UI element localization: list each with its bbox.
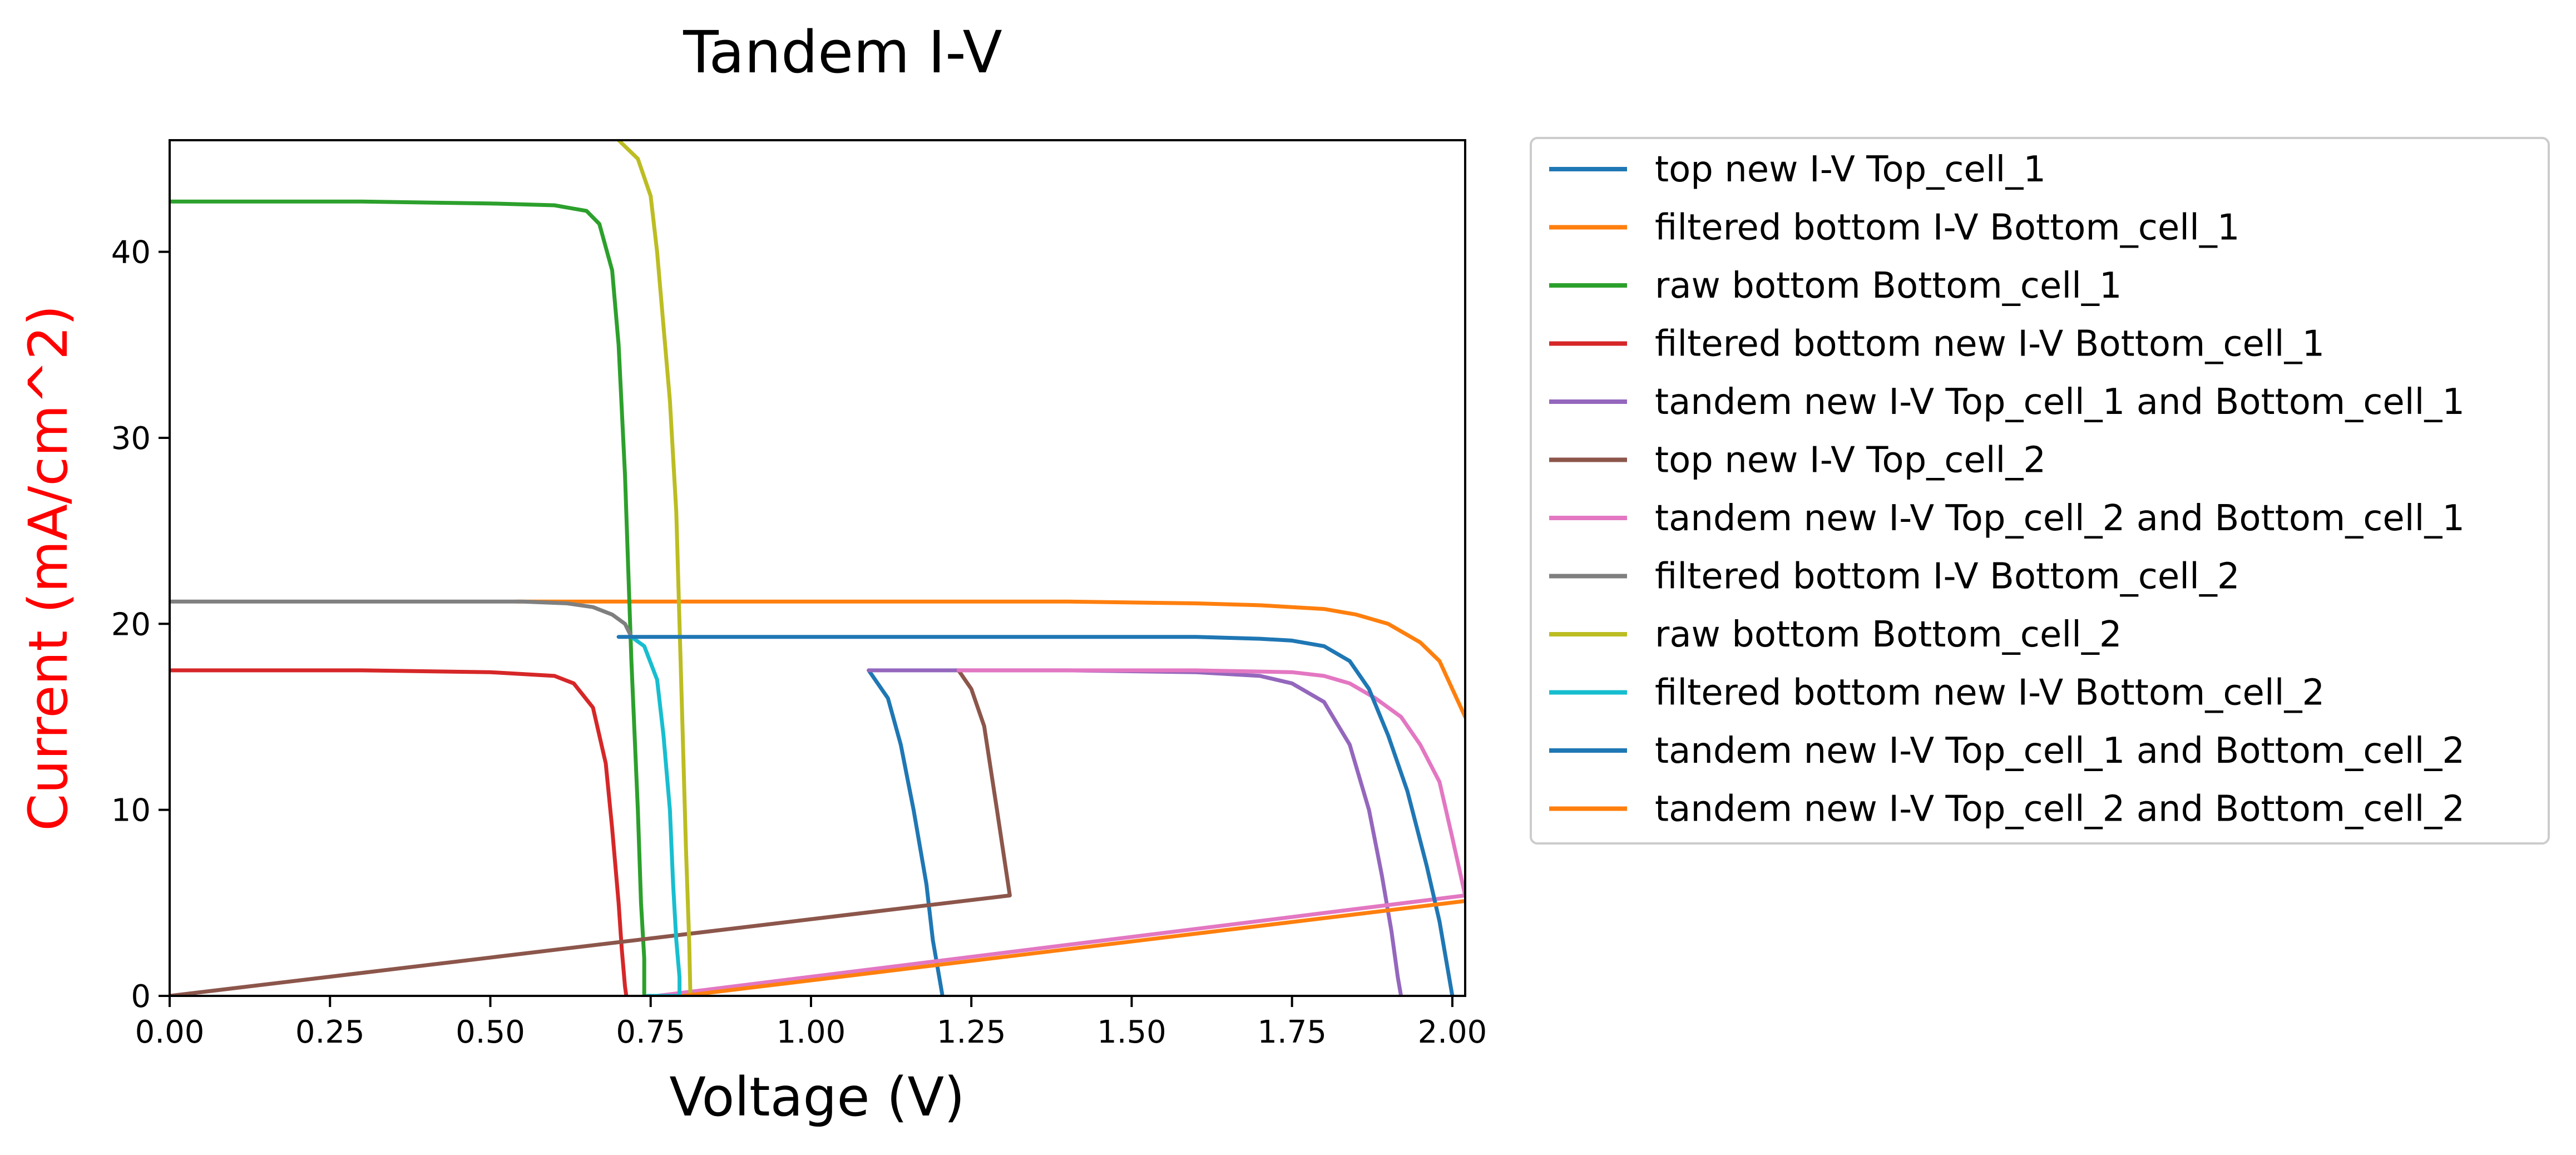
x-tick-label: 2.00: [1418, 1014, 1487, 1050]
legend: top new I-V Top_cell_1 filtered bottom I-…: [1530, 137, 2550, 845]
series-line-5: [867, 668, 1403, 996]
legend-label: raw bottom Bottom_cell_1: [1655, 265, 2122, 307]
x-tick-label: 1.00: [777, 1014, 846, 1050]
x-axis: 0.00 0.25 0.50 0.75 1.00 1.25 1.50 1.75 2.00: [135, 996, 1487, 1050]
series-line-3: [170, 199, 646, 996]
y-axis: 0 10 20 30 40: [111, 235, 170, 1015]
y-tick-label: 20: [111, 606, 151, 643]
series-line-4: [170, 668, 629, 996]
legend-box: [1530, 137, 2550, 845]
series-line-7: [655, 668, 1465, 996]
y-tick-label: 30: [111, 421, 151, 457]
legend-label: filtered bottom new I-V Bottom_cell_1: [1655, 324, 2325, 365]
y-axis-label: Current (mA/cm^2): [17, 305, 80, 831]
series-line-6: [170, 668, 1012, 996]
x-tick-label: 0.00: [135, 1014, 205, 1050]
x-axis-label: Voltage (V): [669, 1066, 965, 1128]
plot-frame: [169, 139, 1466, 997]
x-tick-label: 0.25: [295, 1014, 365, 1050]
series-line-11: [616, 635, 1455, 996]
legend-label: filtered bottom I-V Bottom_cell_2: [1655, 556, 2240, 598]
legend-label: filtered bottom I-V Bottom_cell_1: [1655, 208, 2240, 249]
legend-label: tandem new I-V Top_cell_2 and Bottom_cel…: [1655, 789, 2465, 830]
plot-area: [169, 139, 1466, 997]
legend-label: top new I-V Top_cell_2: [1655, 440, 2046, 481]
legend-label: tandem new I-V Top_cell_1 and Bottom_cel…: [1655, 730, 2465, 772]
series-line-8: [170, 599, 634, 639]
series-layer: [170, 140, 1465, 996]
series-line-10: [629, 635, 682, 996]
series-line-2: [514, 599, 1465, 719]
x-tick-label: 1.75: [1257, 1014, 1327, 1050]
series-line-1: [867, 668, 945, 996]
x-tick-label: 1.50: [1097, 1014, 1166, 1050]
y-tick-label: 0: [131, 979, 151, 1015]
y-tick-label: 10: [111, 793, 151, 829]
x-tick-label: 0.50: [456, 1014, 525, 1050]
y-tick-label: 40: [111, 235, 151, 271]
series-line-12: [680, 899, 1465, 996]
legend-label: top new I-V Top_cell_1: [1655, 149, 2046, 190]
legend-label: tandem new I-V Top_cell_2 and Bottom_cel…: [1655, 498, 2465, 539]
x-tick-label: 0.75: [616, 1014, 685, 1050]
legend-label: tandem new I-V Top_cell_1 and Bottom_cel…: [1655, 382, 2465, 423]
series-line-9: [616, 140, 693, 996]
legend-label: filtered bottom new I-V Bottom_cell_2: [1655, 673, 2325, 714]
x-tick-label: 1.25: [937, 1014, 1006, 1050]
legend-label: raw bottom Bottom_cell_2: [1655, 614, 2122, 655]
chart-title: Tandem I-V: [683, 18, 1002, 86]
